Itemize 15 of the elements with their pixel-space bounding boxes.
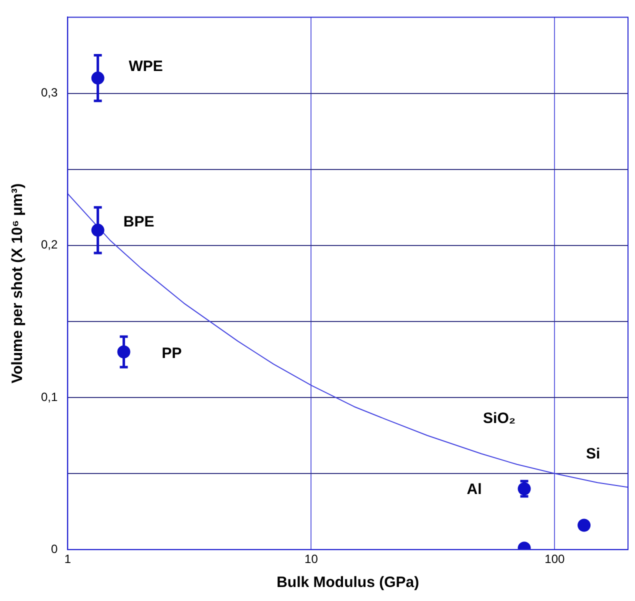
annotation: Al <box>466 481 482 498</box>
y-tick-label: 0,3 <box>40 86 58 100</box>
x-tick-label: 100 <box>544 552 566 566</box>
x-tick-label: 1 <box>64 552 72 566</box>
y-tick-label: 0 <box>50 542 58 556</box>
annotation: Si <box>586 445 600 462</box>
x-tick-label: 10 <box>304 552 318 566</box>
y-tick-label: 0,1 <box>40 390 58 404</box>
x-axis-title: Bulk Modulus (GPa) <box>276 574 420 592</box>
y-axis-title: Volume per shot (X 10⁶ μm³) <box>9 183 26 384</box>
annotation: SiO₂ <box>483 410 516 427</box>
annotation: PP <box>162 344 182 362</box>
annotation: BPE <box>123 213 154 230</box>
y-tick-label: 0,2 <box>40 238 58 252</box>
annotation: WPE <box>128 58 163 76</box>
